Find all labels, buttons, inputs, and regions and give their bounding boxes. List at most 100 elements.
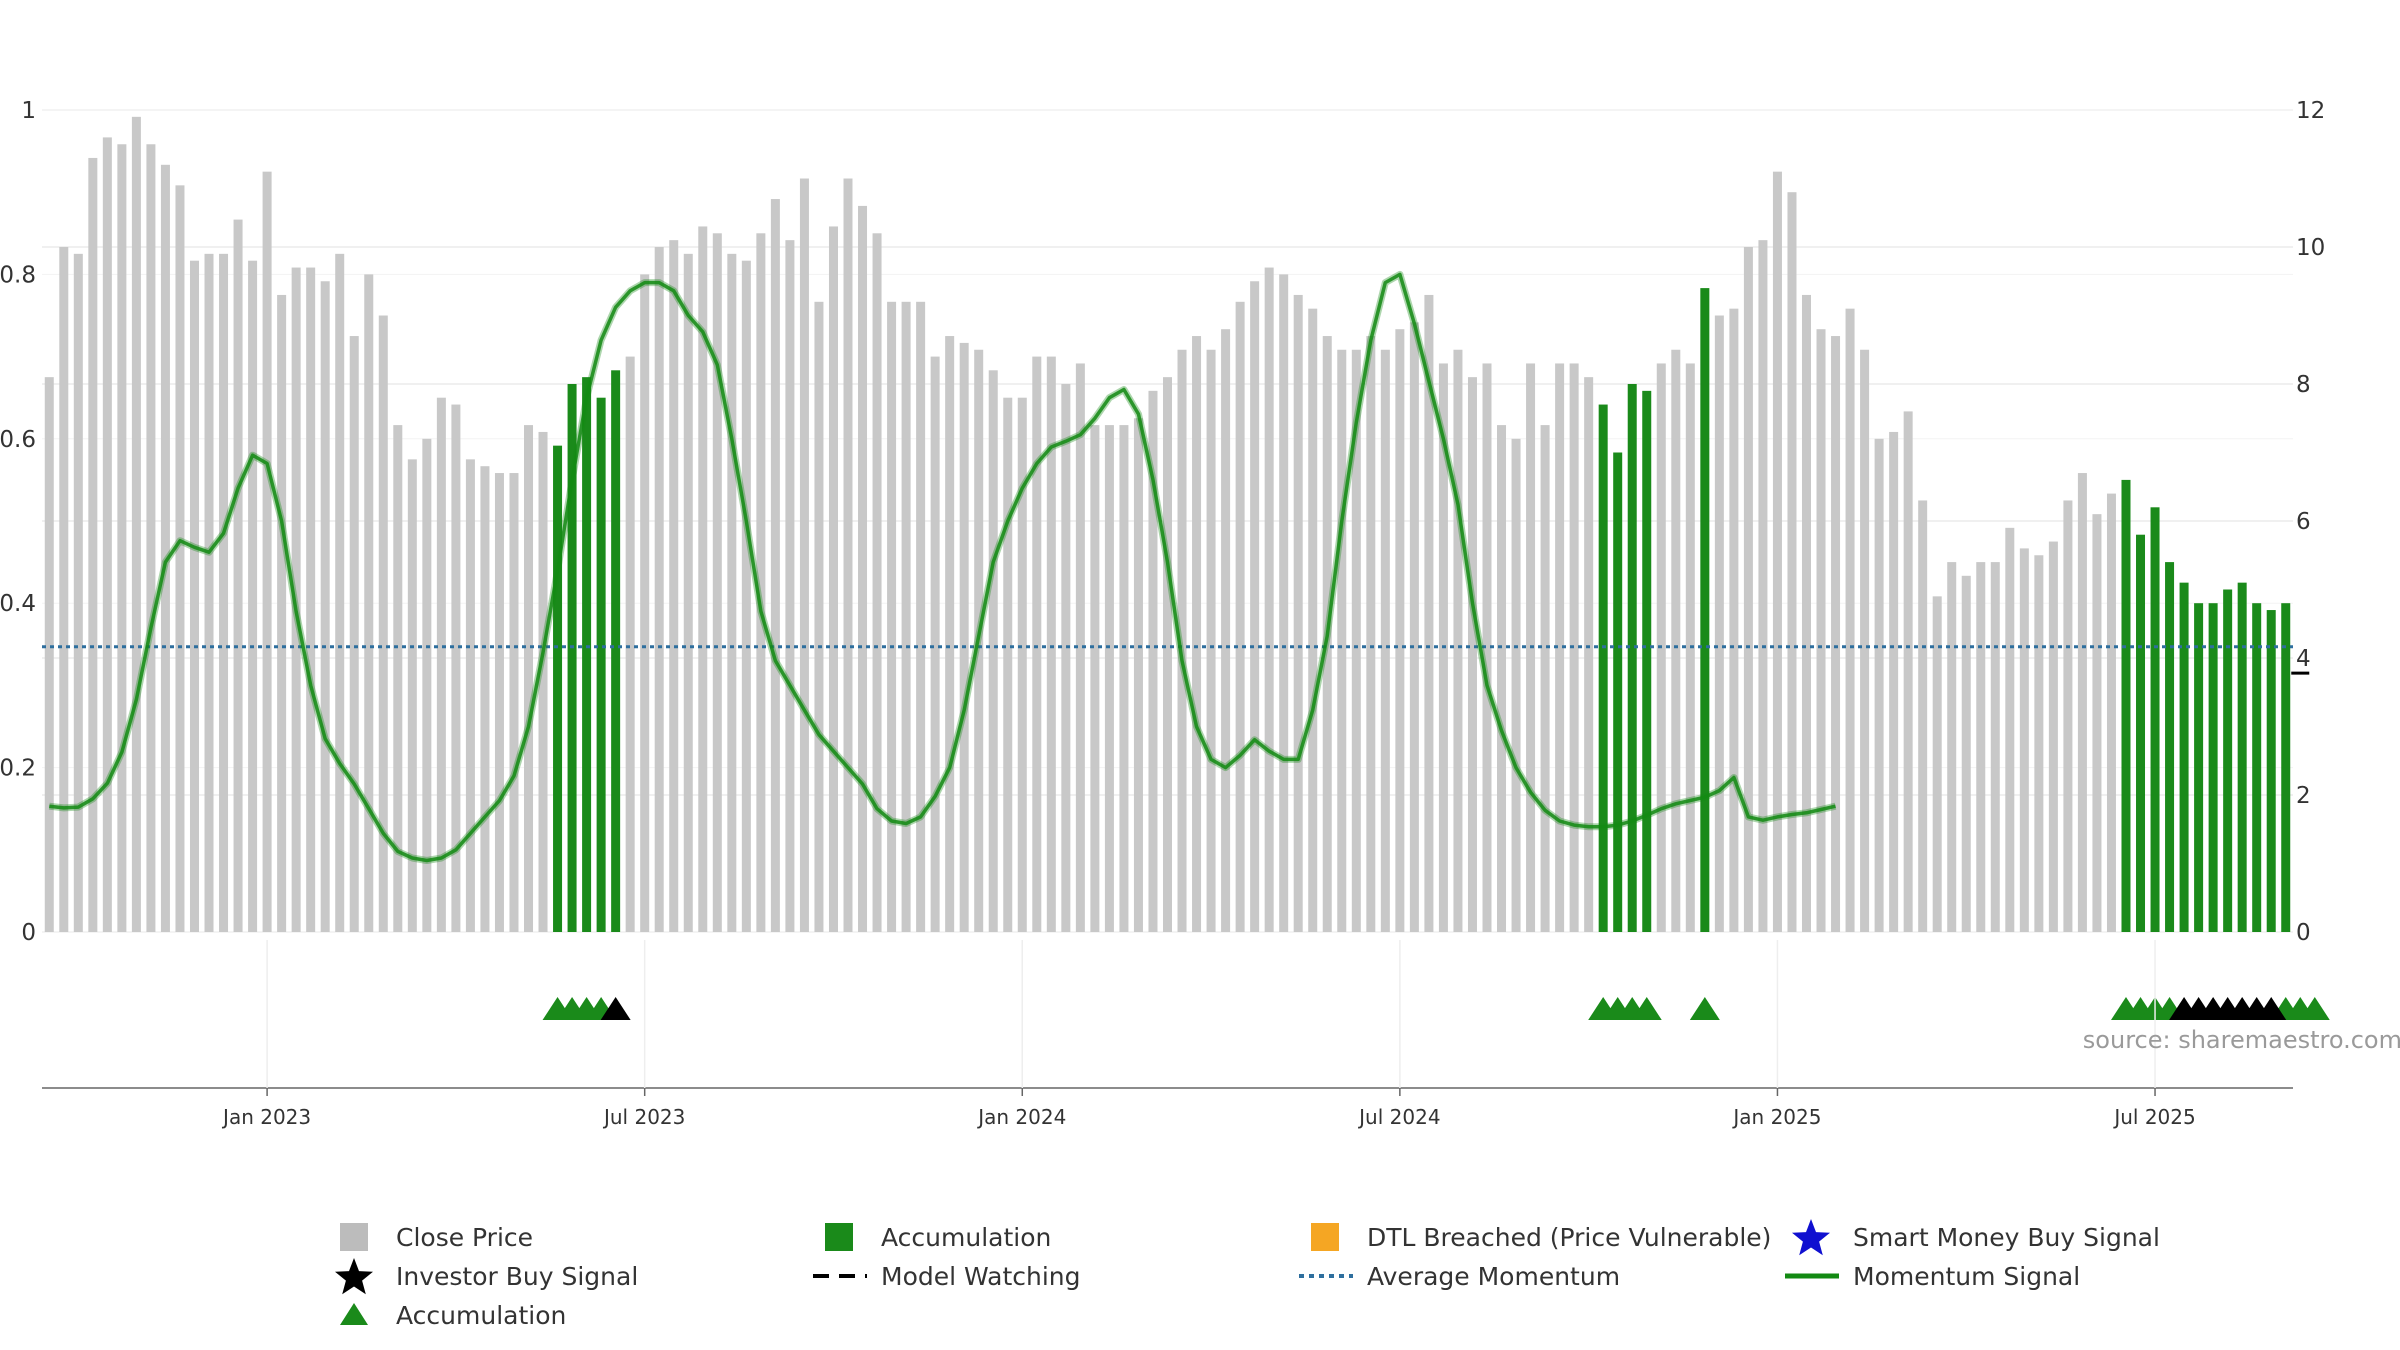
close-price-bar (88, 157, 98, 932)
close-price-bar (494, 473, 504, 932)
accumulation-bar (1613, 452, 1623, 932)
legend-label: Momentum Signal (1853, 1262, 2080, 1291)
accumulation-bar (2194, 603, 2204, 932)
close-price-bar (945, 336, 955, 932)
close-price-bar (1801, 294, 1811, 932)
close-price-bar (306, 267, 316, 932)
source-label: source: sharemaestro.com (2083, 1026, 2400, 1054)
close-price-bar (1932, 596, 1942, 932)
left-tick-label: 0 (21, 920, 36, 946)
close-price-bar (1177, 349, 1187, 932)
close-price-bar (2106, 493, 2116, 932)
close-price-bar (160, 164, 170, 933)
close-price-bar (1758, 240, 1768, 932)
right-tick-label: 12 (2296, 98, 2325, 124)
right-axis: 0 2 4 6 8 10 12 (2296, 98, 2325, 946)
close-price-bar (480, 466, 490, 932)
left-tick-label: 0.2 (0, 756, 36, 782)
accumulation-bar (2252, 603, 2262, 932)
close-price-bar (1351, 349, 1361, 932)
close-price-bar (1540, 425, 1550, 932)
legend-item: Momentum Signal (1785, 1262, 2080, 1291)
accumulation-bar (2179, 582, 2189, 932)
x-tick-label: Jul 2023 (602, 1105, 685, 1129)
close-price-bar (988, 370, 998, 932)
close-price-bar (465, 459, 475, 932)
right-tick-label: 8 (2296, 372, 2311, 398)
close-price-bar (858, 205, 868, 932)
accumulation-bar (2165, 562, 2175, 932)
close-price-bar (1874, 438, 1884, 932)
close-price-bar (407, 459, 417, 932)
legend-triangle-icon (340, 1303, 368, 1325)
close-price-bars (44, 116, 2116, 933)
close-price-bar (916, 301, 926, 932)
investor-buy-signal-triangle (600, 997, 631, 1020)
close-price-bar (770, 199, 780, 933)
close-price-bar (73, 253, 83, 933)
close-price-bar (1424, 294, 1434, 932)
close-price-bar (1482, 363, 1492, 932)
close-price-bar (1831, 336, 1841, 932)
accumulation-triangle (1689, 997, 1720, 1020)
accumulation-bar (1598, 404, 1608, 932)
close-price-bar (509, 473, 519, 932)
close-price-bar (1192, 336, 1202, 932)
close-price-bar (1453, 349, 1463, 932)
left-tick-label: 0.6 (0, 427, 36, 453)
accumulation-bar (2237, 582, 2247, 932)
legend-item: Close Price (340, 1223, 533, 1252)
right-tick-label: 10 (2296, 235, 2325, 261)
legend-item: Model Watching (813, 1262, 1081, 1291)
close-price-bar (451, 404, 461, 932)
close-price-bar (291, 267, 301, 932)
accumulation-bar (2150, 507, 2160, 932)
close-price-bar (1511, 438, 1521, 932)
close-price-bar (887, 301, 897, 932)
legend-item: Investor Buy Signal (335, 1258, 638, 1295)
close-price-bar (44, 377, 54, 932)
legend-item: Average Momentum (1299, 1262, 1620, 1291)
accumulation-bars (553, 288, 2291, 933)
close-price-bar (1409, 322, 1419, 933)
close-price-bar (59, 247, 69, 932)
close-price-bar (1003, 397, 1013, 932)
accumulation-triangle (2299, 997, 2330, 1020)
close-price-bar (1889, 431, 1899, 932)
close-price-bar (320, 281, 330, 932)
close-price-bar (2063, 500, 2073, 932)
close-price-bar (712, 233, 722, 933)
close-price-bar (117, 144, 127, 932)
close-price-bar (1293, 294, 1303, 932)
right-tick-label: 6 (2296, 509, 2311, 535)
legend-label: Close Price (396, 1223, 533, 1252)
accumulation-bar (2121, 479, 2131, 932)
legend-star-icon (1792, 1219, 1830, 1256)
close-price-bar (1279, 274, 1289, 932)
legend-item: Accumulation (340, 1301, 566, 1330)
close-price-bar (1133, 418, 1143, 932)
close-price-bar (669, 240, 679, 932)
close-price-bar (1206, 349, 1216, 932)
close-price-bar (625, 356, 635, 933)
close-price-bar (1569, 363, 1579, 932)
close-price-bar (2077, 473, 2087, 932)
legend-item: Smart Money Buy Signal (1792, 1219, 2160, 1256)
close-price-bar (901, 301, 911, 932)
close-price-bar (930, 356, 940, 933)
accumulation-bar (1627, 384, 1637, 932)
legend-label: Model Watching (881, 1262, 1081, 1291)
close-price-bar (1032, 356, 1042, 933)
close-price-bar (1380, 349, 1390, 932)
close-price-bar (1961, 575, 1971, 932)
close-price-bar (1743, 247, 1753, 932)
close-price-bar (1221, 329, 1231, 932)
close-price-bar (2034, 555, 2044, 932)
x-tick-label: Jul 2025 (2112, 1105, 2195, 1129)
legend-swatch (340, 1223, 368, 1251)
close-price-bar (524, 425, 534, 932)
momentum-signal (49, 272, 1836, 863)
legend-swatch (825, 1223, 853, 1251)
close-price-bar (335, 253, 345, 933)
